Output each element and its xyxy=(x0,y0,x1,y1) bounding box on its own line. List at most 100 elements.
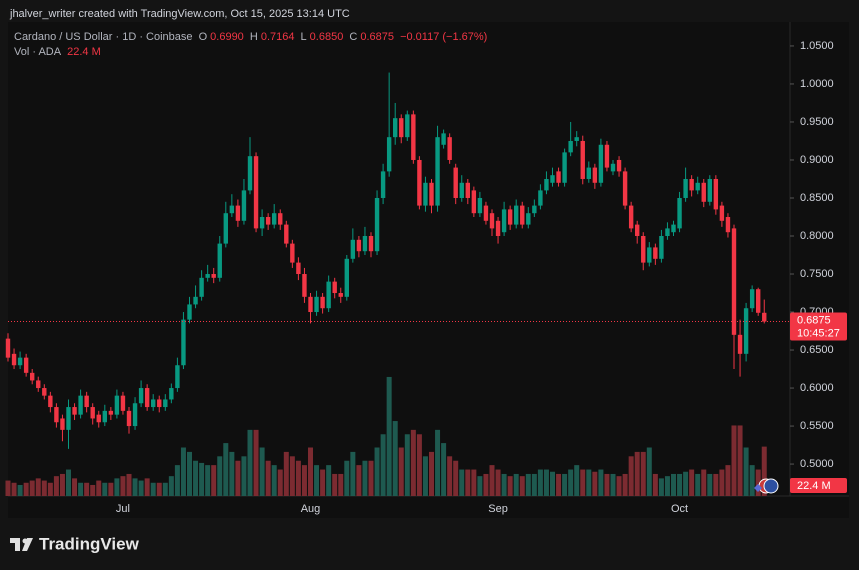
candle-body xyxy=(187,304,192,320)
candle-body xyxy=(713,178,719,210)
candle-body xyxy=(689,178,694,191)
volume-bar xyxy=(755,469,761,496)
volume-bar xyxy=(289,456,295,496)
y-tick-label: 0.6000 xyxy=(800,382,834,394)
volume-bar xyxy=(156,482,162,496)
volume-bar xyxy=(59,473,65,496)
candle-body xyxy=(495,220,501,237)
volume-bar xyxy=(308,447,313,496)
volume-bar xyxy=(332,473,338,496)
volume-bar xyxy=(144,478,150,496)
candle-body xyxy=(399,118,404,138)
volume-bar xyxy=(380,434,386,496)
volume-bar xyxy=(126,473,132,496)
candle-body xyxy=(259,216,265,229)
candle-body xyxy=(199,277,204,297)
volume-bar xyxy=(229,451,235,496)
candle-body xyxy=(592,167,598,183)
candle-body xyxy=(42,388,47,396)
volume-bar xyxy=(513,473,519,496)
volume-bar xyxy=(120,476,126,496)
volume-bar xyxy=(320,469,326,496)
candle-body xyxy=(616,159,622,172)
volume-value: 22.4 M xyxy=(67,46,101,58)
volume-bar xyxy=(671,473,676,496)
volume-bar xyxy=(761,446,767,496)
candle-body xyxy=(144,388,150,408)
candle-body xyxy=(102,410,107,423)
candle-body xyxy=(622,171,628,206)
volume-bar xyxy=(162,482,168,496)
candle-body xyxy=(520,205,525,225)
ohlc-value: 0.6990 xyxy=(210,31,244,43)
volume-bar xyxy=(398,447,404,496)
candle-body xyxy=(362,236,368,252)
plot: 0.50000.55000.60000.65000.70000.75000.80… xyxy=(5,40,847,515)
volume-bar xyxy=(174,465,180,496)
volume-bar xyxy=(683,471,689,496)
volume-bar xyxy=(205,465,211,496)
volume-bar xyxy=(283,451,289,496)
candle-body xyxy=(610,163,616,172)
volume-bar xyxy=(749,465,755,496)
candle-body xyxy=(477,197,483,214)
candle-body xyxy=(501,209,507,233)
volume-bar xyxy=(689,469,695,496)
candle-body xyxy=(320,296,325,309)
candle-body xyxy=(586,167,591,179)
ohlc-label: L xyxy=(300,31,307,43)
volume-bar xyxy=(199,462,205,496)
volume-bar xyxy=(374,447,380,496)
candle-body xyxy=(731,228,737,335)
volume-bar xyxy=(386,376,392,496)
volume-bar xyxy=(235,460,241,496)
volume-bar xyxy=(150,482,156,496)
candle-body xyxy=(647,247,652,263)
volume-bar xyxy=(664,476,670,496)
candle-body xyxy=(132,403,138,427)
volume-bar xyxy=(168,476,174,496)
volume-bar xyxy=(719,469,725,496)
candle-body xyxy=(108,410,114,415)
volume-tag xyxy=(790,478,847,493)
candle-body xyxy=(302,274,307,297)
ohlc-value: 0.6850 xyxy=(309,31,344,43)
candle-body xyxy=(701,182,706,202)
y-tick-label: 1.0000 xyxy=(800,78,834,90)
volume-bar xyxy=(416,434,422,496)
candle-body xyxy=(90,407,95,419)
candle-body xyxy=(72,407,77,415)
volume-bar xyxy=(326,465,332,496)
volume-bar xyxy=(132,478,138,496)
candle-body xyxy=(241,190,247,221)
volume-bar xyxy=(543,469,549,496)
volume-bar xyxy=(108,482,114,496)
volume-bar xyxy=(725,465,731,496)
volume-bar xyxy=(737,425,743,496)
candle-body xyxy=(556,171,561,183)
volume-bar xyxy=(489,465,495,496)
volume-label: Vol · ADA xyxy=(14,46,62,58)
volume-tag-label: 22.4 M xyxy=(797,480,831,492)
candle-body xyxy=(54,407,59,423)
candle-body xyxy=(120,395,126,411)
candle-body xyxy=(580,140,585,179)
candle-body xyxy=(205,274,210,278)
volume-bar xyxy=(217,456,223,496)
y-tick-label: 0.8500 xyxy=(800,192,834,204)
volume-bar xyxy=(435,429,441,496)
candle-body xyxy=(386,137,392,172)
y-tick-label: 0.7500 xyxy=(800,268,834,280)
volume-bar xyxy=(562,473,568,496)
candle-body xyxy=(17,357,23,366)
candle-body xyxy=(350,239,356,259)
candle-body xyxy=(568,140,573,153)
volume-bar xyxy=(568,469,574,496)
volume-bar xyxy=(598,469,604,496)
volume-bar xyxy=(301,465,307,496)
volume-bar xyxy=(465,469,471,496)
candle-body xyxy=(253,156,259,229)
volume-bar xyxy=(410,429,416,496)
volume-bar xyxy=(604,473,610,496)
